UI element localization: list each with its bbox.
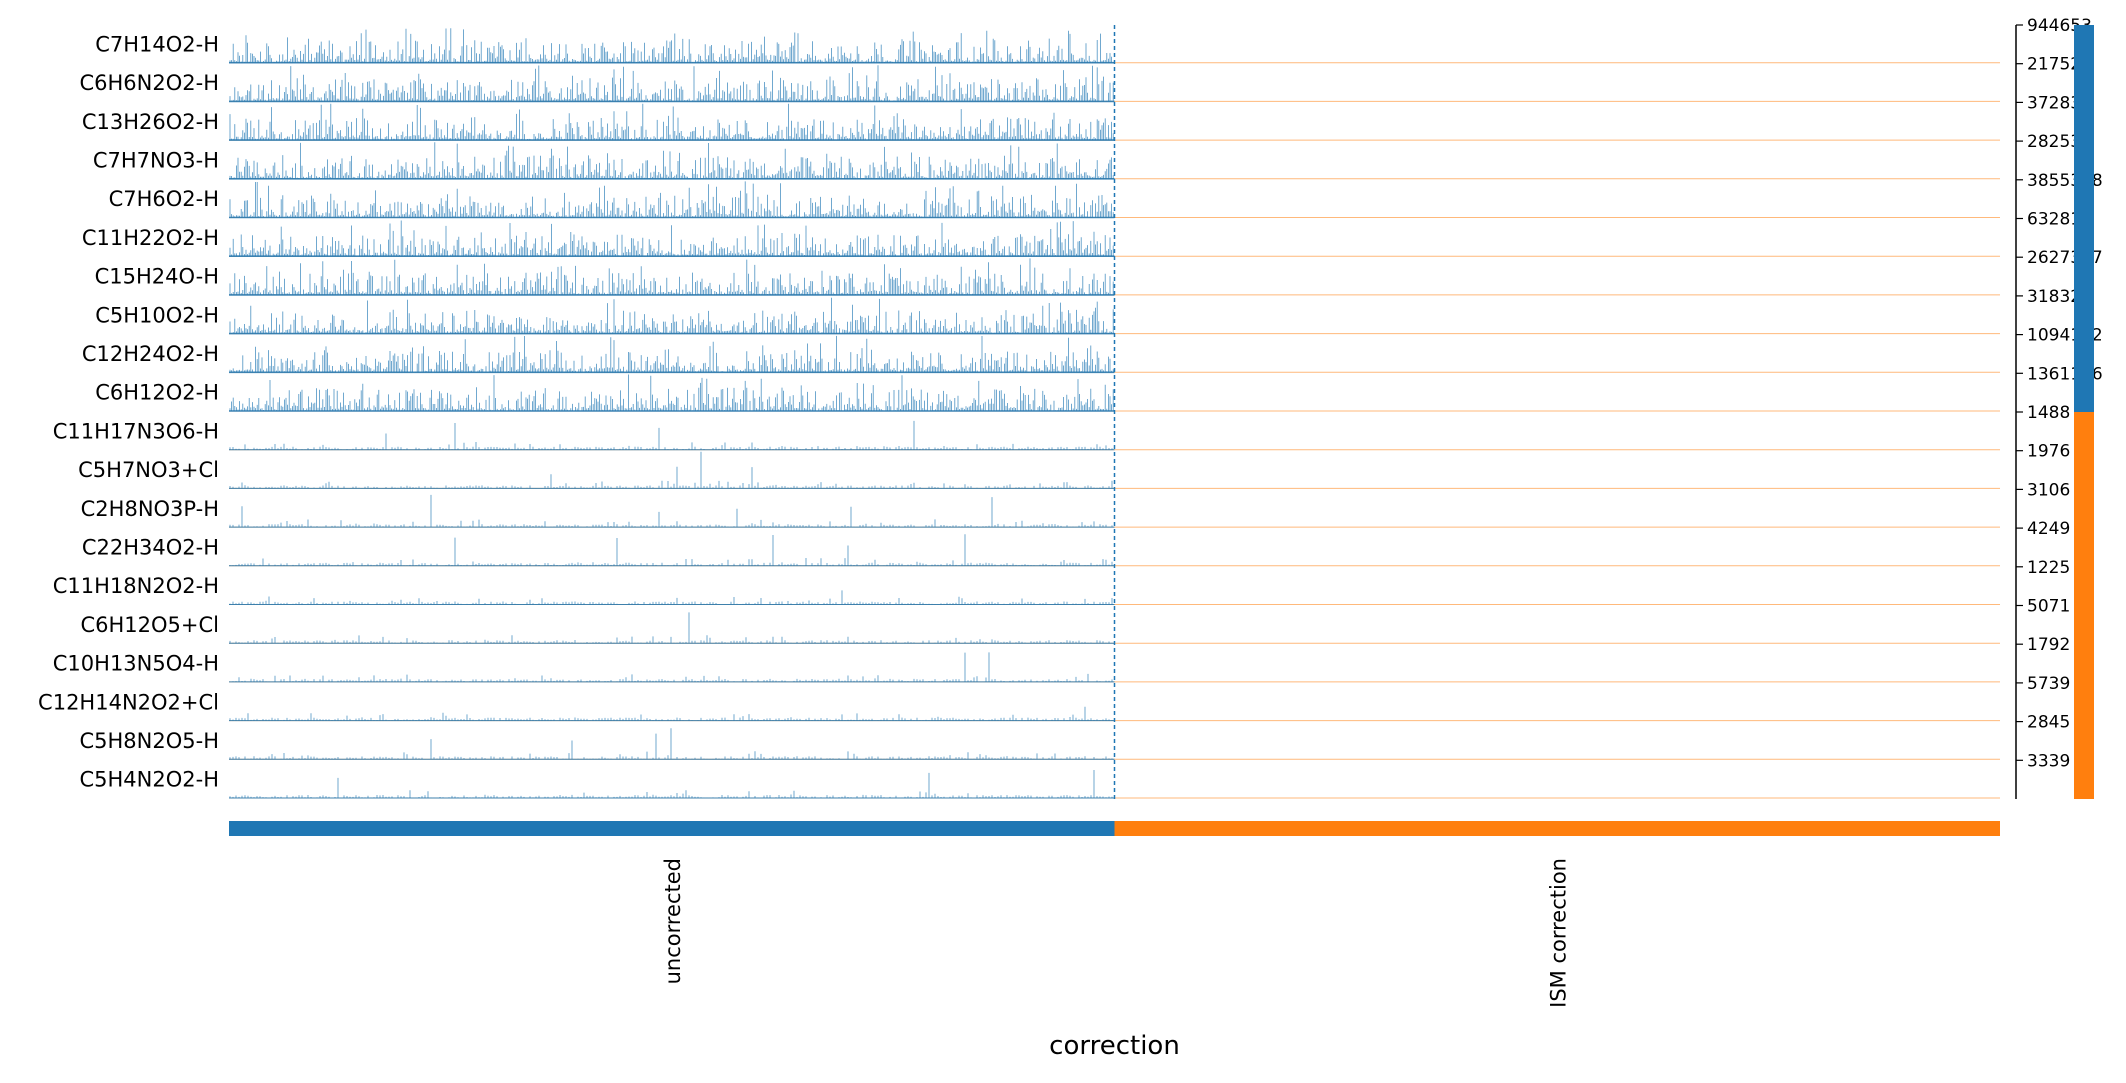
track-signal xyxy=(229,65,1114,102)
track-signal xyxy=(229,706,1113,721)
track-signal xyxy=(229,590,1113,605)
row-label: C12H14N2O2+Cl xyxy=(38,690,219,714)
row-label: C5H7NO3+Cl xyxy=(78,458,219,482)
track-signal xyxy=(229,534,1113,566)
track-signal xyxy=(229,103,1114,141)
track-signal xyxy=(229,142,1114,179)
group-bar xyxy=(229,821,1115,836)
row-label: C7H14O2-H xyxy=(95,32,219,56)
row-label: C5H8N2O5-H xyxy=(79,729,219,753)
row-label: C12H24O2-H xyxy=(82,342,219,366)
track-signal xyxy=(229,258,1114,295)
right-axis-tick-label: 3106 xyxy=(2027,480,2070,500)
row-label: C11H17N3O6-H xyxy=(53,419,219,443)
right-axis-tick-label: 3339 xyxy=(2027,751,2070,771)
row-labels: C7H14O2-H C6H6N2O2-H C13H26O2-H C7H7NO3-H C7… xyxy=(38,32,219,791)
track-signal xyxy=(229,612,1113,644)
right-axis-tick-label: 2845 xyxy=(2027,713,2070,733)
right-axis-tick-label: 5739 xyxy=(2027,674,2070,694)
right-axis-tick-label: 5071 xyxy=(2027,597,2070,617)
right-axis-tick-label: 1488 xyxy=(2027,403,2070,423)
row-label: C7H6O2-H xyxy=(109,187,219,211)
row-label: C15H24O-H xyxy=(95,265,219,289)
track-signal xyxy=(229,181,1114,218)
row-label: C11H18N2O2-H xyxy=(53,574,219,598)
row-label: C11H22O2-H xyxy=(82,226,219,250)
track-signal xyxy=(229,451,1113,489)
track-signal xyxy=(229,335,1114,373)
group-bars xyxy=(229,821,2000,836)
row-label: C5H10O2-H xyxy=(95,303,219,327)
right-axis-tick-label: 1792 xyxy=(2027,635,2070,655)
row-label: C10H13N5O4-H xyxy=(53,652,219,676)
row-label: C7H7NO3-H xyxy=(93,148,219,172)
track-signal xyxy=(232,652,1113,682)
track-signal xyxy=(229,728,1113,760)
track-signal xyxy=(229,28,1114,63)
row-label: C6H6N2O2-H xyxy=(79,71,219,95)
row-group-bar xyxy=(2074,25,2094,412)
track-signal xyxy=(229,770,1113,798)
row-group-bar xyxy=(2074,412,2094,799)
group-label: uncorrected xyxy=(661,858,685,984)
group-labels: uncorrected ISM correction xyxy=(661,858,1571,1008)
row-label: C2H8NO3P-H xyxy=(81,497,219,521)
group-bar xyxy=(1114,821,2000,836)
x-axis-title: correction xyxy=(1049,1031,1180,1061)
track-signal xyxy=(229,220,1114,257)
right-axis-tick-label: 4249 xyxy=(2027,519,2070,539)
track-signal xyxy=(229,420,1113,450)
row-label: C6H12O2-H xyxy=(95,381,219,405)
row-label: C5H4N2O2-H xyxy=(79,768,219,792)
row-label: C22H34O2-H xyxy=(82,535,219,559)
right-axis-tick-label: 1225 xyxy=(2027,558,2070,578)
row-label: C13H26O2-H xyxy=(82,110,219,134)
track-signal xyxy=(229,494,1113,528)
row-label: C6H12O5+Cl xyxy=(80,613,219,637)
tracks xyxy=(229,28,2000,799)
track-signal xyxy=(229,374,1114,411)
row-group-bars xyxy=(2074,25,2094,799)
group-label: ISM correction xyxy=(1546,858,1570,1008)
right-axis-tick-label: 1976 xyxy=(2027,442,2070,462)
track-signal xyxy=(229,297,1114,334)
